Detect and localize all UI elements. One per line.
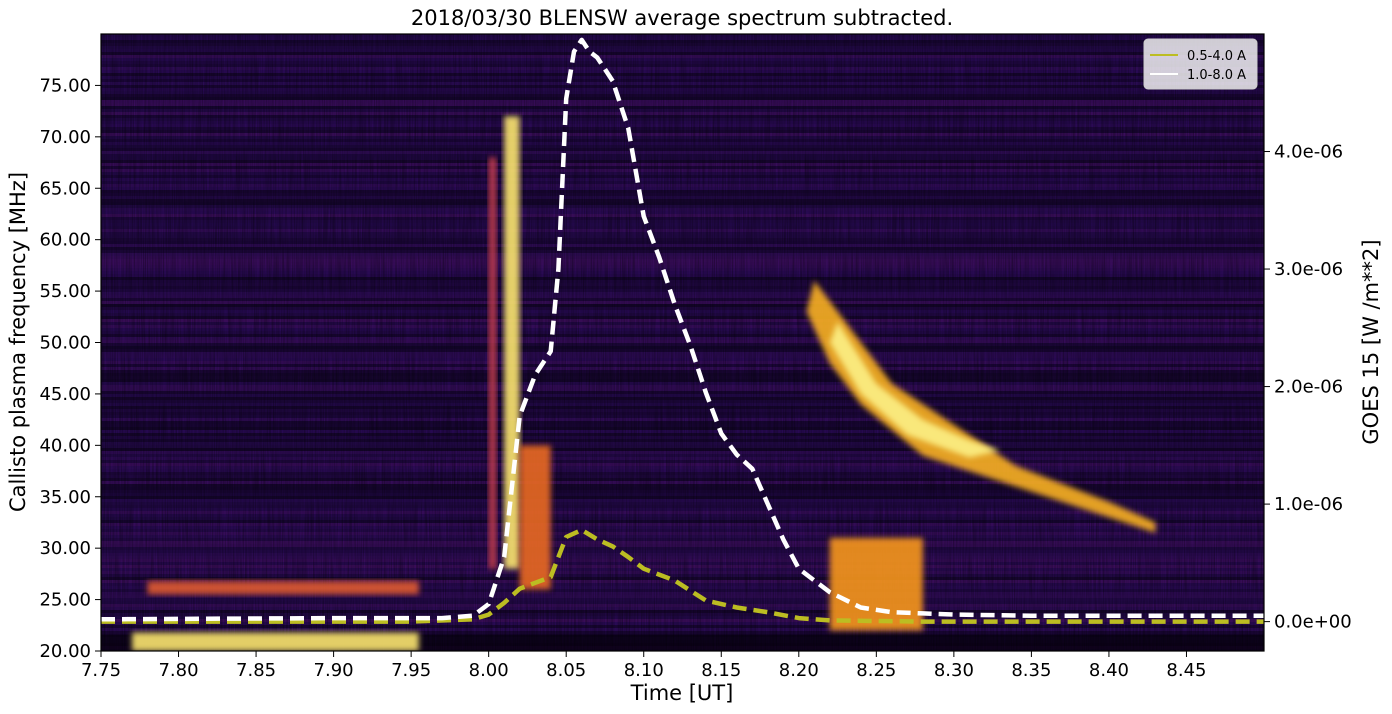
y2-tick-label: 3.0e-06 [1274, 259, 1343, 280]
x-tick-label: 7.85 [236, 660, 276, 681]
y-tick-label: 40.00 [39, 435, 91, 456]
y-axis-right: 0.0e+00 1.0e-06 2.0e-06 3.0e-06 4.0e-06 [1264, 142, 1352, 633]
burst-feature [147, 581, 419, 595]
y2-tick-label: 0.0e+00 [1274, 612, 1352, 633]
x-tick-label: 8.40 [1089, 660, 1129, 681]
x-axis-label: Time [UT] [630, 681, 734, 705]
series-line-1 [101, 37, 1264, 622]
burst-features [132, 116, 1156, 651]
series-line-0 [101, 527, 1264, 624]
burst-feature [488, 157, 497, 569]
y2-tick-label: 4.0e-06 [1274, 142, 1343, 163]
y-axis-left: 20.00 25.00 30.00 35.00 40.00 45.00 50.00 55.00… [39, 75, 101, 662]
burst-feature [504, 116, 520, 569]
y-tick-label: 25.00 [39, 590, 91, 611]
x-tick-label: 7.95 [391, 660, 431, 681]
x-tick-label: 8.10 [624, 660, 664, 681]
y-axis-label: Callisto plasma frequency [MHz] [6, 172, 30, 512]
goes-curves [101, 37, 1264, 624]
legend-label-1: 1.0-8.0 A [1187, 68, 1246, 83]
y-tick-label: 60.00 [39, 230, 91, 251]
x-tick-label: 8.35 [1011, 660, 1051, 681]
burst-feature [519, 445, 551, 590]
chart-title: 2018/03/30 BLENSW average spectrum subtr… [411, 6, 953, 30]
x-tick-label: 8.25 [856, 660, 896, 681]
y2-tick-label: 1.0e-06 [1274, 494, 1343, 515]
y-tick-label: 70.00 [39, 127, 91, 148]
x-tick-label: 7.75 [81, 660, 121, 681]
x-tick-label: 8.00 [469, 660, 509, 681]
y-tick-label: 20.00 [39, 641, 91, 662]
burst-feature [829, 537, 923, 631]
y-tick-label: 50.00 [39, 333, 91, 354]
x-tick-label: 8.30 [934, 660, 974, 681]
spectrogram-plot [101, 34, 1264, 651]
x-tick-label: 8.45 [1166, 660, 1206, 681]
y-tick-label: 35.00 [39, 487, 91, 508]
legend-box [1143, 38, 1258, 90]
y-tick-label: 30.00 [39, 538, 91, 559]
x-tick-label: 7.90 [314, 660, 354, 681]
x-tick-label: 8.20 [779, 660, 819, 681]
y-tick-label: 45.00 [39, 384, 91, 405]
y2-tick-label: 2.0e-06 [1274, 377, 1343, 398]
legend-label-0: 0.5-4.0 A [1187, 49, 1246, 64]
legend: 0.5-4.0 A 1.0-8.0 A [1143, 38, 1258, 90]
x-axis: 7.75 7.80 7.85 7.90 7.95 8.00 8.05 8.10 8.15 8.20… [81, 651, 1207, 681]
spectrogram-noise [101, 34, 1264, 651]
y-tick-label: 75.00 [39, 75, 91, 96]
burst-feature-core [829, 321, 1001, 458]
burst-feature [132, 632, 419, 651]
y-tick-label: 65.00 [39, 178, 91, 199]
y2-axis-label: GOES 15 [W /m**2] [1359, 239, 1383, 444]
x-tick-label: 8.05 [546, 660, 586, 681]
y-tick-label: 55.00 [39, 281, 91, 302]
x-tick-label: 7.80 [158, 660, 198, 681]
x-tick-label: 8.15 [701, 660, 741, 681]
